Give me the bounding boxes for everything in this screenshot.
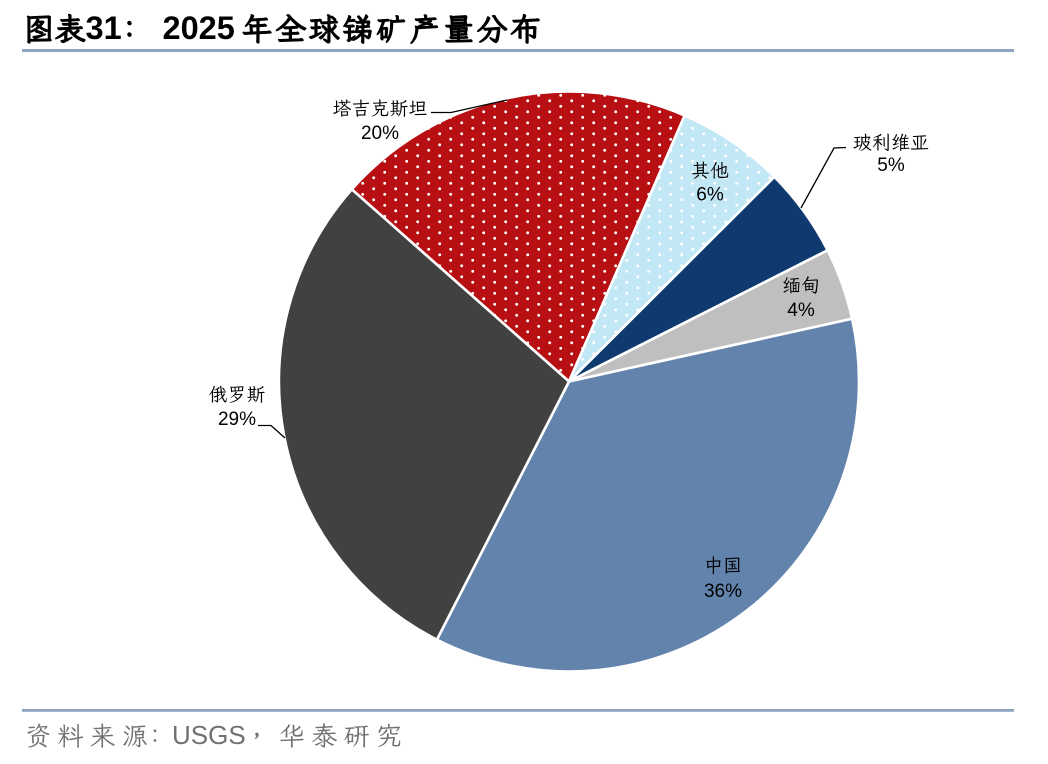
svg-text:6%: 6% [696, 185, 724, 206]
svg-text:20%: 20% [361, 123, 399, 144]
svg-text:4%: 4% [787, 300, 815, 321]
svg-text:31: 31 [86, 10, 122, 46]
svg-text:2025: 2025 [163, 10, 235, 46]
svg-text:5%: 5% [877, 155, 905, 176]
svg-text:29%: 29% [218, 409, 256, 430]
svg-text:USGS: USGS [172, 720, 246, 750]
svg-text:36%: 36% [704, 581, 742, 602]
